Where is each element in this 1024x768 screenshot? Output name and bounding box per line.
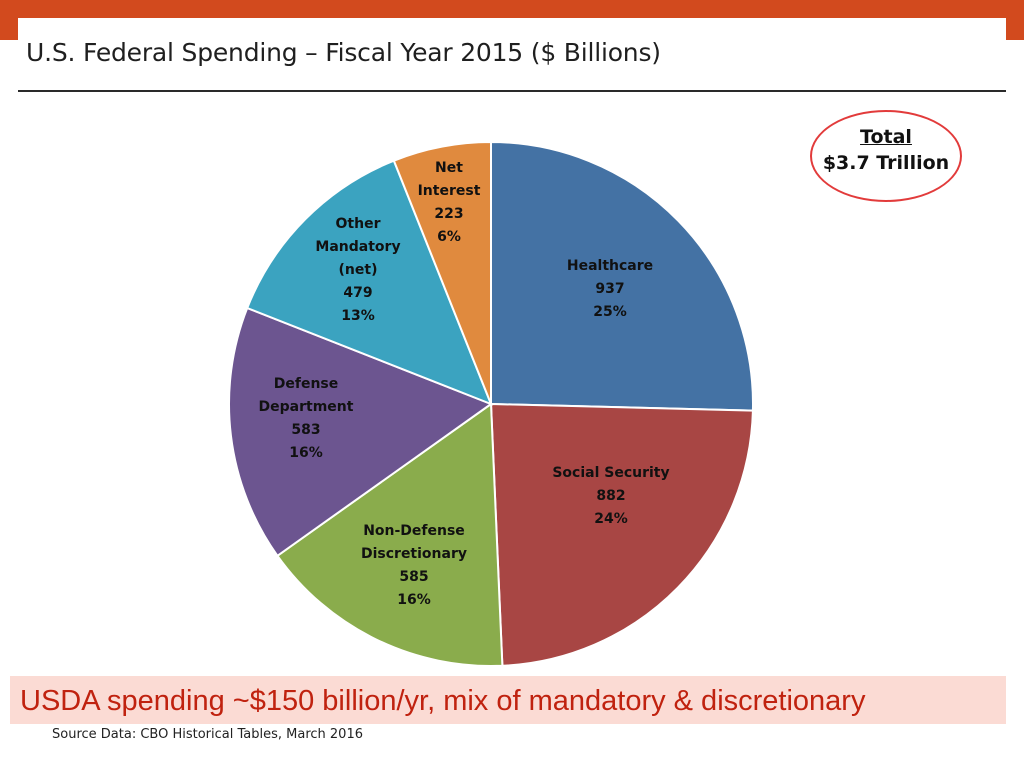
slice-label: Non-Defense Discretionary 585 16% <box>361 523 467 608</box>
source-note: Source Data: CBO Historical Tables, Marc… <box>52 727 363 742</box>
slice-label: Healthcare 937 25% <box>567 258 653 320</box>
slice-label-line: 24% <box>594 511 628 527</box>
slide-title: U.S. Federal Spending – Fiscal Year 2015… <box>26 38 661 67</box>
title-divider <box>18 90 1006 92</box>
pie-slice <box>228 306 494 558</box>
slice-label-line: 223 <box>434 206 463 222</box>
pie-slice <box>276 402 504 667</box>
slice-label-line: Discretionary <box>361 546 467 562</box>
slice-label-line: 25% <box>593 304 627 320</box>
slice-label-line: Defense <box>274 376 339 392</box>
slice-label: Defense Department 583 16% <box>259 376 354 461</box>
pie-slice <box>490 140 754 412</box>
slice-label-line: Interest <box>418 183 481 199</box>
title-panel <box>18 18 1006 92</box>
slice-label-line: Net <box>435 160 463 176</box>
slice-label-line: Mandatory <box>315 239 400 255</box>
slice-label-line: 6% <box>437 229 461 245</box>
total-value: $3.7 Trillion <box>822 152 950 174</box>
slice-label-line: 16% <box>289 445 323 461</box>
slice-label-line: 13% <box>341 308 375 324</box>
usda-callout-box: USDA spending ~$150 billion/yr, mix of m… <box>10 676 1006 724</box>
pie-slice <box>489 402 754 667</box>
total-heading: Total <box>860 126 912 148</box>
slice-label: Other Mandatory (net) 479 13% <box>315 216 400 324</box>
slice-label-line: 16% <box>397 592 431 608</box>
pie-labels: Healthcare 937 25% Social Security 882 24% Non… <box>259 160 670 608</box>
pie-slices <box>228 140 754 667</box>
usda-callout-text: USDA spending ~$150 billion/yr, mix of m… <box>20 685 866 717</box>
total-callout-ellipse: Total $3.7 Trillion <box>810 110 962 202</box>
slice-label-line: (net) <box>339 262 378 278</box>
slice-label: Social Security 882 24% <box>552 465 669 527</box>
slice-label-line: Social Security <box>552 465 669 481</box>
slice-label-line: Department <box>259 399 354 415</box>
slice-label-line: 583 <box>291 422 320 438</box>
pie-slice <box>392 140 492 405</box>
slice-label: Net Interest 223 6% <box>418 160 481 245</box>
slice-label-line: Healthcare <box>567 258 653 274</box>
pie-slice <box>245 159 493 406</box>
slice-label-line: Other <box>336 216 381 232</box>
slice-label-line: 479 <box>343 285 372 301</box>
slice-label-line: 585 <box>399 569 428 585</box>
slice-label-line: 937 <box>595 281 624 297</box>
slice-label-line: Non-Defense <box>363 523 465 539</box>
slice-label-line: 882 <box>596 488 625 504</box>
